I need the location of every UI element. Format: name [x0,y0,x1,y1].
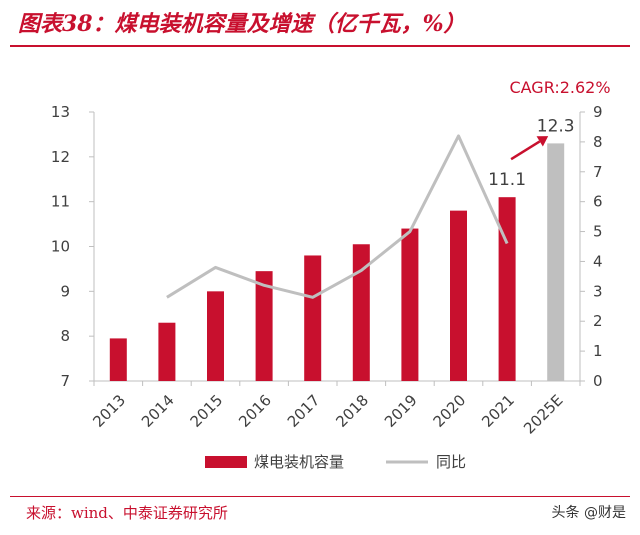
yoy-line [166,134,509,299]
x-tick-label: 2019 [381,391,421,431]
left-tick-label: 11 [51,193,70,211]
x-tick-label: 2021 [478,391,518,431]
bar-series [109,143,565,381]
growth-arrow-line [510,140,541,161]
left-tick-label: 7 [60,372,70,390]
legend: 煤电装机容量 同比 [205,453,466,471]
left-tick-label: 8 [60,327,70,345]
bar [450,210,467,381]
x-tick-label: 2014 [138,391,178,431]
right-tick-label: 3 [593,282,603,300]
cagr-annotation: CAGR:2.62% [509,78,610,97]
data-label: 12.3 [537,116,575,136]
bar-estimate [547,143,565,381]
data-labels: 11.1 12.3 CAGR:2.62% [488,78,610,190]
bar [498,197,516,381]
legend-line-label: 同比 [436,453,466,471]
right-tick-label: 6 [593,193,603,211]
x-tick-label: 2020 [430,391,470,431]
right-tick-label: 4 [593,252,603,270]
right-tick-label: 1 [593,342,603,360]
left-tick-label: 10 [51,238,70,256]
right-tick-label: 7 [593,163,603,181]
left-tick-label: 9 [60,282,70,300]
bar [207,291,224,381]
x-tick-label: 2013 [89,391,129,431]
right-tick-label: 0 [593,372,603,390]
x-tick-label: 2025E [520,391,566,437]
legend-bar-swatch [205,456,247,468]
bar [255,271,273,381]
bar [401,228,419,381]
line-series [166,134,509,299]
footer-divider [10,496,630,497]
right-tick-label: 5 [593,223,603,241]
bar [304,255,322,381]
source-note: 来源：wind、中泰证券研究所 [26,504,228,522]
bar [352,244,370,381]
title-divider [10,45,630,47]
x-tick-label: 2018 [332,391,372,431]
right-tick-label: 8 [593,133,603,151]
watermark: 头条 @财是 [551,505,626,521]
x-tick-label: 2015 [187,391,227,431]
left-tick-label: 13 [51,103,70,121]
bar [109,338,127,381]
data-label: 11.1 [488,170,526,190]
x-tick-label: 2016 [235,391,275,431]
right-tick-label: 2 [593,312,603,330]
bar [158,322,176,381]
growth-arrow-head [536,136,549,147]
left-tick-label: 12 [51,148,70,166]
chart-title: 图表38：煤电装机容量及增速（亿千瓦，%） [18,11,466,37]
x-tick-label: 2017 [284,391,324,431]
right-tick-label: 9 [593,103,603,121]
legend-bar-label: 煤电装机容量 [254,453,344,471]
